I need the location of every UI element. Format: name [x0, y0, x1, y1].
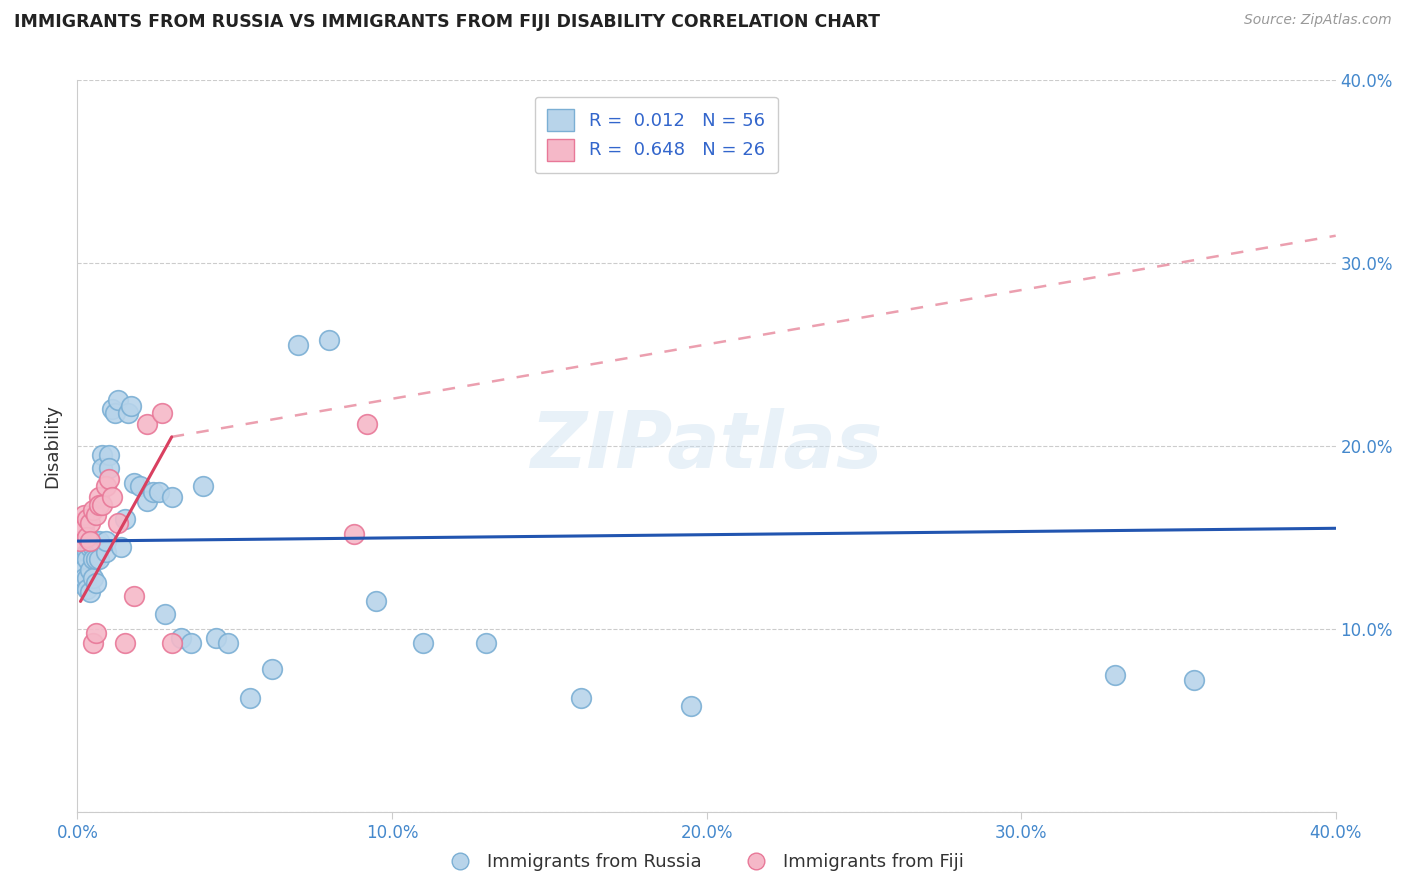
- Point: [84, 534, 107, 549]
- Point: [110, 540, 132, 554]
- Point: [107, 516, 129, 530]
- Point: [76, 512, 98, 526]
- Point: [76, 530, 98, 544]
- Point: [107, 393, 129, 408]
- Point: [91, 461, 114, 475]
- Point: [84, 508, 107, 523]
- Point: [356, 417, 378, 431]
- Point: [79, 534, 101, 549]
- Point: [142, 484, 165, 499]
- Point: [129, 479, 152, 493]
- Point: [101, 490, 124, 504]
- Point: [217, 636, 239, 650]
- Point: [89, 498, 111, 512]
- Point: [412, 636, 434, 650]
- Point: [239, 691, 262, 706]
- Point: [76, 571, 98, 585]
- Point: [76, 552, 98, 566]
- Point: [262, 662, 284, 676]
- Point: [89, 534, 111, 549]
- Point: [69, 534, 91, 549]
- Point: [180, 636, 202, 650]
- Point: [69, 516, 91, 530]
- Point: [72, 549, 94, 563]
- Point: [366, 594, 388, 608]
- Point: [155, 607, 177, 622]
- Point: [84, 552, 107, 566]
- Point: [82, 552, 104, 566]
- Point: [343, 526, 366, 541]
- Point: [94, 479, 117, 493]
- Point: [79, 516, 101, 530]
- Point: [89, 552, 111, 566]
- Point: [82, 540, 104, 554]
- Point: [79, 540, 101, 554]
- Point: [84, 576, 107, 591]
- Y-axis label: Disability: Disability: [44, 404, 62, 488]
- Text: IMMIGRANTS FROM RUSSIA VS IMMIGRANTS FROM FIJI DISABILITY CORRELATION CHART: IMMIGRANTS FROM RUSSIA VS IMMIGRANTS FRO…: [14, 13, 880, 31]
- Point: [160, 636, 183, 650]
- Point: [287, 338, 309, 352]
- Point: [122, 475, 145, 490]
- Point: [204, 631, 226, 645]
- Point: [97, 472, 120, 486]
- Text: Source: ZipAtlas.com: Source: ZipAtlas.com: [1244, 13, 1392, 28]
- Point: [117, 406, 139, 420]
- Point: [120, 399, 142, 413]
- Point: [104, 406, 127, 420]
- Legend: R =  0.012   N = 56, R =  0.648   N = 26: R = 0.012 N = 56, R = 0.648 N = 26: [534, 96, 778, 173]
- Point: [475, 636, 498, 650]
- Point: [97, 461, 120, 475]
- Point: [679, 698, 702, 713]
- Point: [122, 589, 145, 603]
- Point: [160, 490, 183, 504]
- Point: [69, 576, 91, 591]
- Point: [72, 561, 94, 575]
- Point: [91, 498, 114, 512]
- Text: ZIPatlas: ZIPatlas: [530, 408, 883, 484]
- Legend: Immigrants from Russia, Immigrants from Fiji: Immigrants from Russia, Immigrants from …: [434, 847, 972, 879]
- Point: [79, 585, 101, 599]
- Point: [114, 636, 136, 650]
- Point: [94, 534, 117, 549]
- Point: [76, 545, 98, 559]
- Point: [569, 691, 592, 706]
- Point: [135, 493, 157, 508]
- Point: [1104, 667, 1126, 681]
- Point: [91, 448, 114, 462]
- Point: [76, 582, 98, 596]
- Point: [89, 490, 111, 504]
- Point: [1182, 673, 1205, 687]
- Point: [191, 479, 215, 493]
- Point: [170, 631, 193, 645]
- Point: [101, 402, 124, 417]
- Point: [79, 563, 101, 577]
- Point: [84, 625, 107, 640]
- Point: [135, 417, 157, 431]
- Point: [82, 636, 104, 650]
- Point: [148, 484, 170, 499]
- Point: [97, 448, 120, 462]
- Point: [72, 508, 94, 523]
- Point: [318, 333, 340, 347]
- Point: [72, 571, 94, 585]
- Point: [72, 521, 94, 535]
- Point: [94, 545, 117, 559]
- Point: [150, 406, 173, 420]
- Point: [82, 571, 104, 585]
- Point: [114, 512, 136, 526]
- Point: [69, 558, 91, 572]
- Point: [82, 503, 104, 517]
